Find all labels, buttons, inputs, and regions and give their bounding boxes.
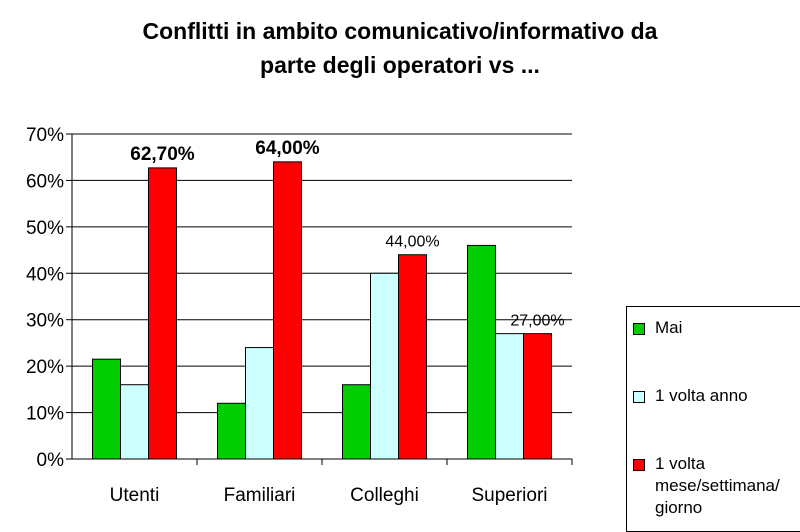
- legend-label-1-volta-anno: 1 volta anno: [655, 386, 748, 405]
- x-tick-label: Utenti: [110, 485, 160, 506]
- bar: [273, 161, 302, 460]
- bar: [467, 244, 496, 460]
- y-tick-label: 40%: [26, 264, 64, 285]
- x-tick-label: Colleghi: [350, 485, 419, 506]
- y-tick-label: 20%: [26, 357, 64, 378]
- bar: [148, 167, 177, 460]
- bar: [495, 333, 524, 460]
- y-tick-label: 10%: [26, 404, 64, 425]
- bar: [217, 402, 246, 460]
- legend: Mai 1 volta anno 1 volta mese/settimana/…: [626, 306, 800, 532]
- data-label: 64,00%: [255, 138, 320, 159]
- legend-swatch-1-volta-mese: [633, 459, 645, 471]
- y-tick-label: 50%: [26, 218, 64, 239]
- bar: [370, 272, 399, 460]
- bar: [92, 358, 121, 460]
- chart-title-line-1: Conflitti in ambito comunicativo/informa…: [142, 18, 658, 44]
- bar: [342, 384, 371, 460]
- y-tick-label: 0%: [37, 450, 65, 471]
- bar: [120, 384, 149, 460]
- x-tick-label: Familiari: [224, 485, 296, 506]
- legend-swatch-1-volta-anno: [633, 391, 645, 403]
- bar: [398, 254, 427, 460]
- x-tick-label: Superiori: [471, 485, 547, 506]
- data-label: 44,00%: [385, 234, 439, 251]
- data-label: 62,70%: [130, 144, 195, 165]
- bar: [523, 333, 552, 460]
- y-tick-label: 30%: [26, 311, 64, 332]
- legend-swatch-mai: [633, 323, 645, 335]
- chart-title: Conflitti in ambito comunicativo/informa…: [0, 14, 800, 82]
- legend-label-1-volta-mese: 1 volta mese/settimana/ giorno: [655, 454, 780, 517]
- y-tick-label: 70%: [26, 125, 64, 146]
- bar: [245, 347, 274, 460]
- chart-title-line-2: parte degli operatori vs ...: [260, 52, 540, 78]
- y-tick-label: 60%: [26, 171, 64, 192]
- data-label: 27,00%: [510, 313, 564, 330]
- legend-label-mai: Mai: [655, 318, 683, 337]
